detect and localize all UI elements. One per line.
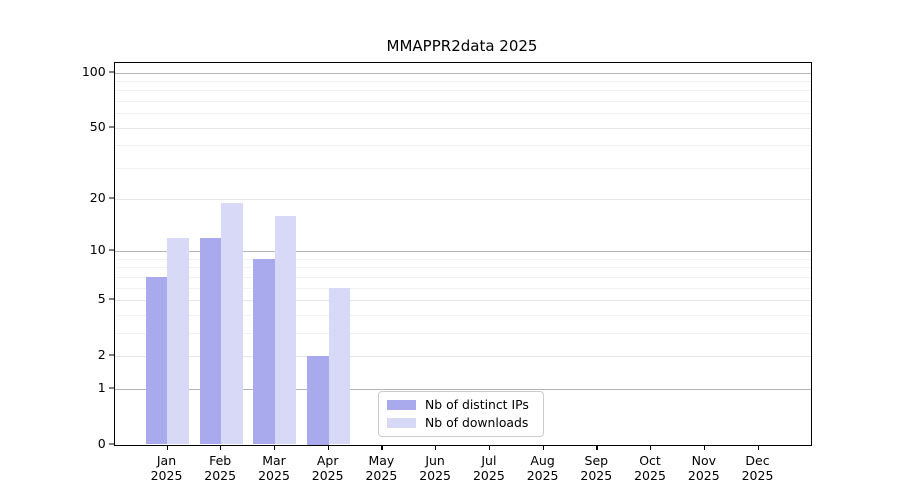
x-tick-mark	[757, 444, 759, 450]
y-tick-label-10: 10	[89, 242, 106, 258]
x-tick-label-may: May 2025	[365, 452, 398, 484]
x-tick-label-jan: Jan 2025	[150, 452, 183, 484]
bar-jan-distinct-ips	[145, 276, 168, 445]
bar-feb-distinct-ips	[199, 237, 222, 445]
x-tick-mark	[488, 444, 491, 450]
x-tick-mark	[381, 444, 383, 450]
gridline-2	[114, 356, 812, 357]
gridline-7	[114, 276, 812, 278]
gridline-10	[114, 251, 812, 253]
bar-apr-distinct-ips	[307, 356, 329, 445]
x-tick-label-mar: Mar 2025	[258, 452, 290, 484]
gridline-1	[114, 388, 812, 390]
x-tick-mark	[327, 444, 329, 450]
x-tick-mark	[166, 444, 168, 450]
gridline-3	[114, 332, 812, 334]
gridline-60	[114, 113, 812, 115]
x-tick-label-dec: Dec 2025	[741, 452, 774, 484]
x-tick-label-jul: Jul 2025	[472, 452, 505, 484]
x-tick-label-jun: Jun 2025	[419, 452, 451, 484]
gridline-5	[114, 300, 812, 302]
gridline-6	[114, 287, 812, 289]
gridline-4	[114, 314, 812, 316]
gridline-50	[114, 127, 812, 129]
gridline-20	[114, 199, 812, 201]
y-tick-mark	[108, 443, 114, 445]
y-tick-mark	[108, 197, 114, 199]
y-tick-mark	[108, 298, 114, 300]
y-tick-label-100: 100	[81, 63, 106, 79]
x-tick-label-nov: Nov 2025	[687, 452, 720, 484]
y-tick-label-1: 1	[97, 379, 106, 395]
x-tick-mark	[703, 444, 706, 450]
y-tick-label-20: 20	[89, 190, 106, 206]
chart-title: MMAPPR2data 2025	[386, 37, 538, 55]
gridline-9	[114, 258, 812, 260]
legend: Nb of distinct IPs Nb of downloads	[378, 390, 544, 437]
gridline-90	[114, 80, 812, 82]
x-tick-mark	[542, 444, 544, 450]
x-tick-label-sep: Sep 2025	[580, 452, 613, 484]
y-tick-mark	[108, 71, 114, 73]
y-tick-label-5: 5	[97, 291, 106, 307]
x-tick-label-aug: Aug 2025	[526, 452, 559, 484]
x-tick-label-oct: Oct 2025	[634, 452, 666, 484]
legend-label-distinct-ips: Nb of distinct IPs	[425, 397, 529, 413]
gridline-80	[114, 90, 812, 92]
x-tick-label-apr: Apr 2025	[311, 452, 344, 484]
x-tick-mark	[596, 444, 598, 450]
legend-swatch-distinct-ips	[387, 400, 416, 411]
bar-mar-downloads	[274, 216, 297, 445]
gridline-70	[114, 100, 812, 102]
plot-area	[113, 61, 813, 446]
gridline-40	[114, 145, 812, 147]
x-tick-label-feb: Feb 2025	[204, 452, 237, 484]
y-tick-label-2: 2	[97, 347, 106, 362]
legend-item-distinct-ips: Nb of distinct IPs	[387, 397, 535, 414]
legend-swatch-downloads	[387, 417, 416, 428]
y-tick-mark	[108, 126, 114, 128]
gridline-30	[114, 167, 812, 169]
bar-mar-distinct-ips	[253, 258, 275, 445]
x-tick-mark	[650, 444, 652, 450]
y-tick-label-0: 0	[97, 435, 106, 451]
x-tick-mark	[220, 444, 222, 450]
x-tick-mark	[274, 444, 276, 450]
y-tick-mark	[108, 354, 114, 356]
gridline-8	[114, 267, 812, 269]
gridline-100	[114, 72, 812, 74]
x-tick-mark	[435, 444, 437, 450]
bar-feb-downloads	[221, 203, 243, 445]
y-tick-label-50: 50	[89, 118, 106, 134]
legend-label-downloads: Nb of downloads	[425, 414, 529, 430]
legend-item-downloads: Nb of downloads	[387, 414, 535, 431]
bar-jan-downloads	[167, 237, 189, 445]
y-tick-mark	[108, 387, 114, 389]
y-tick-mark	[108, 249, 114, 251]
bar-apr-downloads	[328, 287, 351, 445]
